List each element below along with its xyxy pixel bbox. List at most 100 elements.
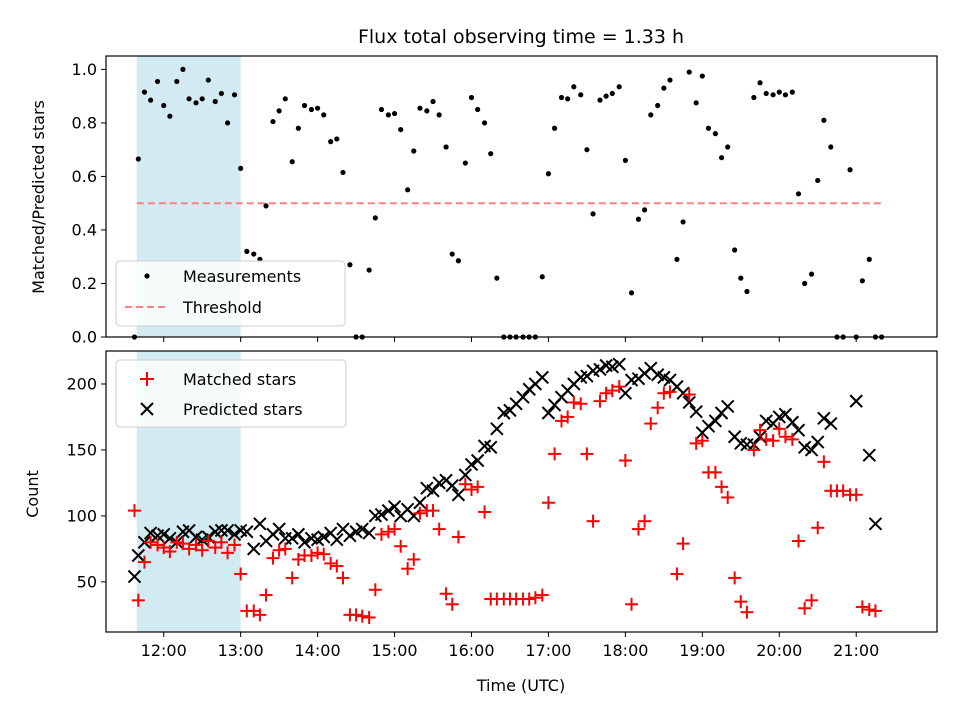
measurement-point	[398, 126, 404, 133]
predicted-point	[721, 399, 735, 414]
measurement-point	[340, 169, 346, 176]
ratio-y-tick-label: 0.8	[72, 113, 97, 132]
x-tick-label: 19:00	[679, 641, 725, 660]
measurement-point	[224, 120, 231, 126]
matched-point	[548, 447, 562, 461]
predicted-point	[862, 448, 876, 462]
ratio-panel: 0.0 0.2 0.4 0.6 0.8 1.0 Matched/Predicted sta…	[29, 55, 938, 347]
matched-point	[131, 593, 145, 607]
measurement-point	[763, 90, 769, 97]
predicted-point	[458, 468, 473, 482]
measurement-point	[468, 94, 475, 101]
measurement-point	[815, 177, 821, 184]
measurement-point	[859, 278, 865, 284]
predicted-point	[291, 527, 306, 542]
matched-point	[471, 480, 485, 494]
count-y-tick-label: 100	[66, 506, 97, 525]
measurement-point	[795, 191, 802, 197]
matched-point	[388, 522, 402, 536]
measurement-point	[174, 78, 180, 85]
count-axes-frame	[105, 350, 938, 633]
predicted-point	[426, 484, 440, 498]
predicted-point	[214, 523, 229, 538]
measurement-point	[424, 108, 430, 114]
measurement-point	[385, 112, 391, 118]
x-tick-label: 14:00	[295, 641, 341, 660]
matched-point	[151, 538, 165, 552]
matched-point	[695, 434, 709, 448]
predicted-point	[143, 526, 158, 540]
measurement-point	[276, 108, 282, 114]
matched-point	[689, 436, 703, 450]
measurement-point	[193, 100, 199, 106]
matched-point	[586, 514, 600, 528]
matched-point	[426, 504, 440, 518]
measurement-point	[231, 92, 238, 98]
measurement-point	[488, 151, 494, 157]
measurement-point	[828, 144, 834, 150]
measurement-point	[603, 93, 609, 99]
matched-point	[227, 538, 241, 552]
matched-point	[535, 588, 549, 602]
measurement-point	[251, 251, 257, 257]
matched-point	[753, 423, 767, 437]
measurement-point	[738, 275, 744, 281]
matched-point	[528, 591, 542, 605]
predicted-point	[791, 423, 806, 437]
matched-point	[451, 530, 465, 544]
matched-point	[792, 534, 805, 548]
matched-point	[862, 603, 876, 617]
measurement-point	[180, 66, 186, 72]
measurement-point	[661, 85, 667, 91]
predicted-point	[618, 386, 633, 400]
matched-point	[272, 543, 286, 557]
measurement-point	[821, 117, 827, 123]
measurement-point	[372, 215, 378, 221]
measurement-point	[411, 148, 417, 154]
measurement-point	[205, 77, 211, 83]
measurement-point	[616, 84, 622, 90]
predicted-point	[253, 517, 267, 531]
predicted-point	[817, 411, 831, 425]
predicted-point	[227, 527, 242, 542]
predicted-point	[374, 507, 389, 522]
predicted-point	[484, 440, 498, 455]
ratio-legend: Measurements Threshold	[115, 260, 346, 327]
matched-point	[432, 522, 446, 536]
matched-point	[259, 588, 273, 602]
ratio-y-tick-label: 0.0	[72, 328, 97, 347]
predicted-point	[131, 548, 146, 563]
matched-point	[612, 380, 626, 394]
matched-point	[439, 587, 453, 601]
predicted-point	[682, 395, 696, 410]
matched-point	[638, 514, 652, 528]
predicted-point	[381, 503, 396, 518]
matched-point	[413, 506, 427, 520]
matched-point	[381, 525, 395, 539]
predicted-point	[593, 362, 607, 377]
measurement-point	[571, 84, 577, 90]
x-tick-label: 18:00	[602, 641, 648, 660]
predicted-point	[407, 509, 421, 523]
measurement-point	[789, 89, 795, 95]
count-panel: 50 100 150 200 12:00 13:00 14:00 15:00 16:00 17:…	[23, 350, 938, 695]
matched-point	[625, 597, 639, 611]
matched-point	[747, 443, 761, 457]
predicted-point	[701, 419, 716, 433]
measurement-point	[321, 112, 327, 118]
matched-point	[163, 545, 177, 559]
matched-point	[324, 556, 338, 570]
measurement-point	[558, 94, 565, 101]
predicted-point	[285, 531, 299, 546]
matched-point	[362, 610, 376, 624]
matched-point	[137, 555, 151, 569]
x-tick-label: 20:00	[756, 641, 802, 660]
predicted-point	[849, 394, 863, 408]
count-y-tick-label: 150	[66, 440, 97, 459]
predicted-point	[355, 522, 369, 536]
measurement-point	[699, 73, 705, 79]
matched-point	[574, 397, 588, 411]
predicted-point	[451, 488, 466, 502]
legend-matched-label: Matched stars	[183, 370, 296, 389]
ratio-y-tick-label: 0.6	[72, 167, 97, 186]
